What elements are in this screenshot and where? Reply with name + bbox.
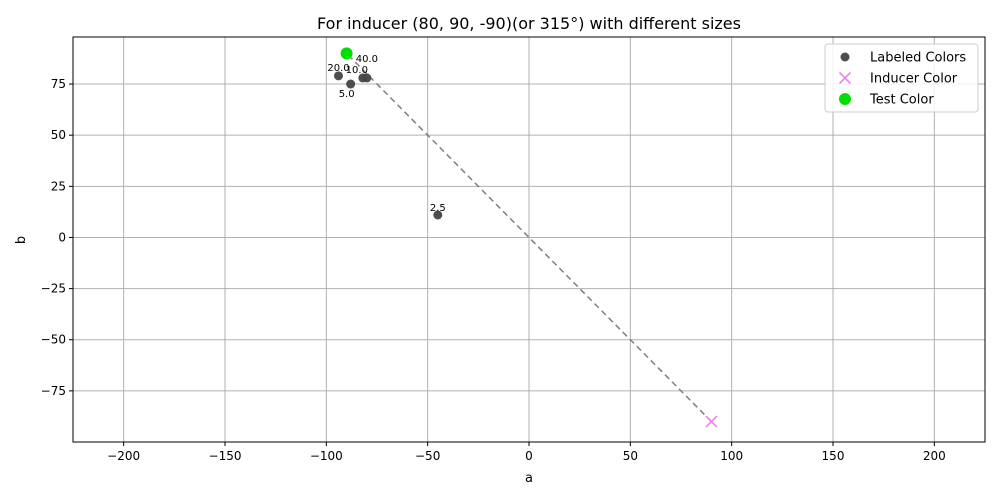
point-label: 10.0	[346, 65, 368, 76]
labeled-color-point	[346, 79, 356, 89]
x-tick-label: 50	[623, 449, 638, 463]
legend-box	[824, 43, 979, 113]
y-tick-label: 25	[51, 179, 66, 193]
test-color-point	[340, 47, 353, 60]
point-label: 2.5	[430, 203, 446, 214]
x-tick-label: −50	[415, 449, 440, 463]
y-tick-label: 0	[58, 230, 66, 244]
x-tick-label: −200	[107, 449, 140, 463]
y-tick-label: −25	[41, 282, 66, 296]
legend-marker	[838, 71, 852, 85]
legend-entry-label: Inducer Color	[870, 72, 958, 87]
point-label: 5.0	[339, 89, 355, 100]
x-tick-label: 150	[822, 449, 845, 463]
legend-marker	[839, 93, 851, 105]
y-axis-label: b	[14, 236, 29, 244]
legend: Labeled Colors Inducer Color Test Color	[824, 43, 979, 113]
x-tick-label: 200	[923, 449, 946, 463]
legend-entry-label: Labeled Colors	[870, 51, 966, 66]
point-labels: 20.0 5.0 10.040.0 2.5	[327, 54, 445, 214]
data-points	[333, 47, 718, 428]
dashed-connector	[346, 52, 712, 423]
axis-ticks: −200 −150 −100 −50 0 50 100 150 200 −75 −50 −25 0 25 5…	[41, 77, 946, 463]
legend-entry-label: Test Color	[869, 93, 934, 108]
inducer-test-dashed-line	[346, 52, 712, 423]
y-tick-label: −50	[41, 333, 66, 347]
chart-title: For inducer (80, 90, -90)(or 315°) with …	[317, 14, 741, 33]
legend-marker	[840, 52, 850, 62]
labeled-color-point	[433, 210, 443, 220]
x-tick-label: 100	[720, 449, 743, 463]
x-tick-label: 0	[525, 449, 533, 463]
x-tick-label: −150	[209, 449, 242, 463]
point-label: 20.0	[327, 63, 349, 74]
labeled-color-point	[362, 73, 372, 83]
inducer-color-point	[705, 415, 718, 428]
x-axis-label: a	[525, 471, 533, 486]
y-tick-label: 50	[51, 128, 66, 142]
labeled-color-point	[333, 71, 343, 81]
x-tick-label: −100	[310, 449, 343, 463]
point-label: 40.0	[356, 54, 378, 65]
y-tick-label: 75	[51, 77, 66, 91]
y-tick-label: −75	[41, 384, 66, 398]
